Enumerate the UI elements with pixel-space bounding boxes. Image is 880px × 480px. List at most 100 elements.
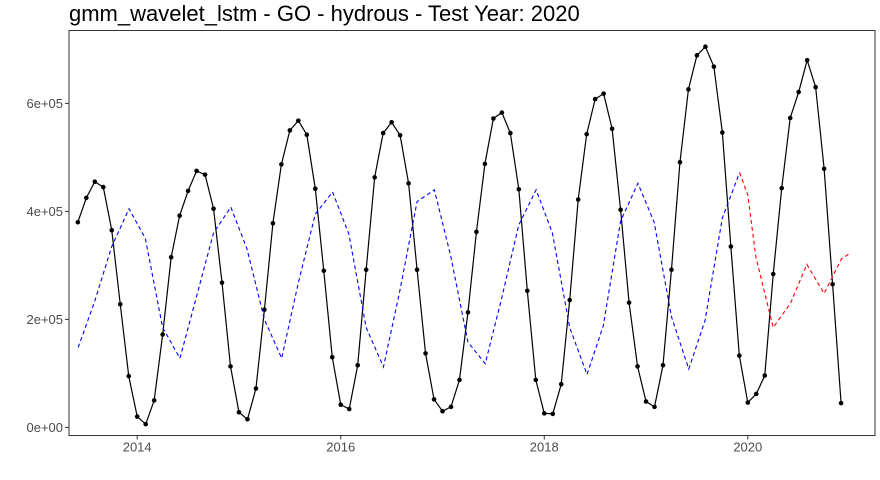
series-point [525,288,530,294]
series-point [321,268,327,274]
series-point [609,126,615,132]
series-point [338,402,344,408]
series-point [558,381,564,387]
y-tick-label: 4e+05 [26,204,63,219]
series-point [635,364,640,369]
series-point [329,354,335,360]
plot-panel-border [68,30,876,436]
series-point [151,398,157,403]
series-point [84,195,89,201]
series-point [202,172,208,177]
series-point [143,421,148,427]
series-point [541,411,547,416]
series-point [753,391,759,397]
series-point [770,271,776,277]
x-tick-label: 2020 [733,440,762,455]
series-point [185,188,191,194]
series-point [838,400,844,406]
series-point [804,57,810,63]
y-tick-label: 0e+00 [26,420,63,435]
series-point [109,228,115,233]
series-point [737,353,742,358]
series-point [660,363,666,368]
series-point [262,307,267,312]
series-point [457,377,462,383]
series-point [508,130,513,136]
series-point [482,161,488,167]
series-point [703,44,708,49]
series-point [414,267,420,273]
series-point [100,184,106,190]
series-point [643,399,649,404]
series-point [686,87,691,92]
series-line-1 [77,45,842,426]
series-point [516,186,522,192]
series-point [304,132,310,138]
series-point [245,417,250,422]
series-point [355,363,361,368]
series-line-3 [739,172,850,329]
series-point [177,213,182,219]
series-point [465,310,471,315]
series-point [279,162,284,167]
series-point [194,168,199,174]
series-point [728,244,734,249]
series-point [117,301,123,307]
y-tick-label: 6e+05 [26,96,63,111]
series-point [821,166,827,172]
series-point [669,267,674,273]
series-point [601,91,606,96]
series-point [75,219,81,225]
series-point [253,386,259,391]
series-point [296,118,301,123]
series-point [745,400,751,405]
series-point [677,159,683,165]
series-point [762,373,768,378]
series-line-2 [77,172,741,377]
series-point [423,351,428,356]
series-point [219,280,225,285]
series-point [228,364,233,369]
series-point [720,130,725,135]
series-point [711,64,717,69]
series-point [346,406,352,412]
x-tick-label: 2014 [123,440,152,455]
series-point [448,404,454,410]
series-point [168,254,174,260]
series-point [618,207,623,213]
series-point [584,131,589,137]
series-point [474,229,479,235]
series-point [575,197,581,202]
series-point [694,53,700,58]
series-point [389,120,394,125]
series-point [92,179,98,184]
series-point [287,128,293,133]
series-point [397,132,403,138]
series-point [779,185,785,191]
series-point [787,115,793,121]
x-tick-label: 2018 [530,440,559,455]
y-tick-label: 2e+05 [26,312,63,327]
series-point [372,175,377,180]
series-point [626,300,632,305]
series-point [363,267,369,273]
series-point [550,411,556,417]
x-tick-label: 2016 [326,440,355,455]
series-point [431,397,437,402]
series-point [406,181,411,186]
series-point [313,186,318,192]
series-point [270,220,276,226]
series-point [211,206,216,211]
chart-title: gmm_wavelet_lstm - GO - hydrous - Test Y… [69,1,580,26]
series-point [440,408,445,414]
series-point [160,332,165,337]
series-point [796,89,801,95]
series-point [236,409,242,415]
series-point [491,116,496,121]
series-point [652,404,657,410]
series-point [126,373,132,379]
series-point [830,282,835,287]
series-point [380,130,386,136]
series-point [499,110,505,115]
